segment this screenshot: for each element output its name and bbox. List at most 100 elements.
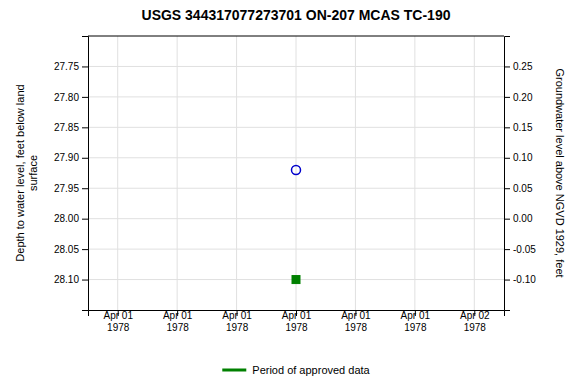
tick-label: Apr 021978 [460,310,490,333]
tick: 28.05 [54,244,88,255]
tick-label: Apr 011978 [163,310,193,333]
text-line: Depth to water level, feet below land [14,84,26,261]
tick-mark [82,249,88,250]
grid-line [236,36,237,310]
tick-label: 27.85 [54,122,79,133]
tick: -0.05 [504,244,536,255]
axis-line [82,37,89,311]
tick-mark [82,66,88,67]
tick: Apr 011978 [401,310,431,333]
tick-label: 27.95 [54,183,79,194]
tick: 0.10 [504,152,533,163]
tick: Apr 011978 [341,310,371,333]
grid-line [355,36,356,310]
x-axis: Apr 011978Apr 011978Apr 011978Apr 011978… [89,310,505,333]
legend: Period of approved data [222,364,370,376]
tick: 27.75 [54,61,88,72]
title: USGS 344317077273701 ON-207 MCAS TC-190 [142,7,451,23]
legend-item: Period of approved data [222,364,370,376]
grid-line [177,36,178,310]
tick: 0.20 [504,92,533,103]
tick-label: 0.20 [513,92,533,103]
text-line: surface [27,155,39,191]
axis-line [505,37,511,311]
tick-mark [504,280,510,281]
tick-label: -0.10 [513,274,536,285]
tick-mark [504,188,510,189]
tick-label: Apr 011978 [282,310,312,333]
tick-mark [504,127,510,128]
tick-label: 28.10 [54,274,79,285]
text-line: 1978 [285,322,308,333]
tick: 0.05 [504,183,533,194]
tick: Apr 011978 [282,310,312,333]
tick-label: Apr 011978 [401,310,431,333]
tick-mark [82,280,88,281]
y-axis: 27.75 27.80 27.85 27.90 27.95 28.00 28.05 28.10 [54,37,89,311]
text-line: 1978 [464,322,487,333]
tick: 27.95 [54,183,88,194]
text-line: 1978 [345,322,368,333]
tick: 0.25 [504,61,533,72]
tick-mark [504,97,510,98]
tick-label: 0.25 [513,61,533,72]
tick-label: 27.75 [54,61,79,72]
tick-label: Apr 011978 [103,310,133,333]
legend-label: Period of approved data [252,364,370,376]
tick: 27.80 [54,92,88,103]
tick-label: Apr 011978 [341,310,371,333]
text-line: Apr 02 [460,310,490,321]
tick-label: 0.15 [513,122,533,133]
grid [88,36,504,310]
point [292,276,300,284]
tick-mark [504,219,510,220]
text-line: Apr 01 [222,310,252,321]
plot: Apr 011978Apr 011978Apr 011978Apr 011978… [14,36,566,333]
tick-label: 27.90 [54,152,79,163]
tick: Apr 011978 [103,310,133,333]
text-line: Apr 01 [103,310,133,321]
point [292,165,301,174]
tick: Apr 021978 [460,310,490,333]
tick: 28.10 [54,274,88,285]
tick: 28.00 [54,213,88,224]
tick: Apr 011978 [163,310,193,333]
text-line: 1978 [167,322,190,333]
text-line: Apr 01 [341,310,371,321]
text-line: 1978 [226,322,249,333]
grid-line [296,36,297,310]
grid-line [474,36,475,310]
tick-mark [504,158,510,159]
text-line: Apr 01 [401,310,431,321]
text-line: Groundwater level above NGVD 1929, feet [554,68,566,277]
tick-label: 0.00 [513,213,533,224]
tick-mark [82,158,88,159]
tick: -0.10 [504,274,536,285]
tick: 27.90 [54,152,88,163]
text-line: Apr 01 [282,310,312,321]
frame-line [88,36,504,37]
tick-label: 0.10 [513,152,533,163]
legend-swatch [222,369,246,372]
tick-mark [82,127,88,128]
text-line: 1978 [107,322,130,333]
chart: Apr 011978Apr 011978Apr 011978Apr 011978… [0,0,576,384]
tick-label: 28.00 [54,213,79,224]
tick-mark [504,249,510,250]
grid-line [117,36,118,310]
y-axis-label: Depth to water level, feet below landsur… [14,84,39,261]
tick-label: -0.05 [513,244,536,255]
marks [292,165,301,283]
tick: 0.15 [504,122,533,133]
text-line: Apr 01 [163,310,193,321]
tick-label: 28.05 [54,244,79,255]
tick: Apr 011978 [222,310,252,333]
tick-mark [504,66,510,67]
tick-label: 27.80 [54,92,79,103]
y2-axis-label: Groundwater level above NGVD 1929, feet [554,68,566,277]
tick: 0.00 [504,213,533,224]
tick-mark [82,97,88,98]
tick-mark [82,188,88,189]
y2-axis: 0.25 0.20 0.15 0.10 0.05 0.00 -0.05 -0.10 [504,37,536,311]
tick-label: 0.05 [513,183,533,194]
